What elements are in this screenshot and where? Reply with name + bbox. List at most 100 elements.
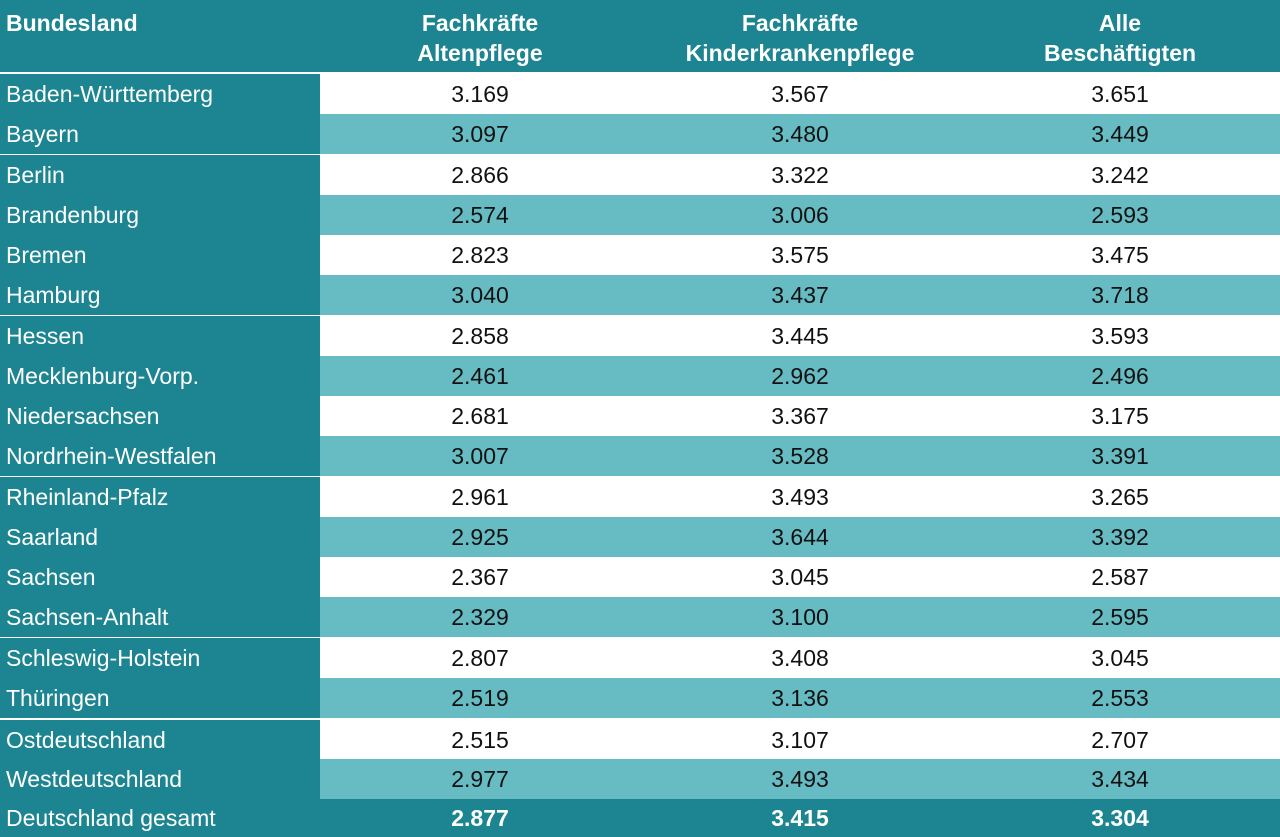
row-label-bundesland: Berlin — [0, 155, 320, 195]
table-row: Westdeutschland 2.977 3.493 3.434 — [0, 759, 1280, 799]
cell-kinderkrankenpflege: 3.437 — [771, 282, 829, 308]
table-row: Thüringen 2.519 3.136 2.553 — [0, 678, 1280, 718]
cell-alle-beschaeftigten: 2.593 — [1091, 202, 1149, 228]
table-row: Nordrhein-Westfalen 3.007 3.528 3.391 — [0, 436, 1280, 476]
cell-alle-beschaeftigten: 3.651 — [1091, 81, 1149, 107]
row-label-bundesland: Bremen — [0, 235, 320, 275]
cell-kinderkrankenpflege: 3.107 — [771, 727, 829, 753]
table-row: Bayern 3.097 3.480 3.449 — [0, 114, 1280, 154]
cell-kinderkrankenpflege: 3.480 — [771, 121, 829, 147]
table-row: Brandenburg 2.574 3.006 2.593 — [0, 195, 1280, 235]
cell-kinderkrankenpflege: 3.322 — [771, 162, 829, 188]
table-row: Hessen 2.858 3.445 3.593 — [0, 316, 1280, 356]
table-row: Baden-Württemberg 3.169 3.567 3.651 — [0, 74, 1280, 114]
row-label-bundesland: Baden-Württemberg — [0, 74, 320, 114]
row-label-bundesland: Sachsen — [0, 557, 320, 597]
row-label-bundesland: Hamburg — [0, 275, 320, 315]
cell-altenpflege: 2.329 — [451, 604, 509, 630]
cell-alle-beschaeftigten: 2.595 — [1091, 604, 1149, 630]
row-label-bundesland: Brandenburg — [0, 195, 320, 235]
table-row: Saarland 2.925 3.644 3.392 — [0, 517, 1280, 557]
cell-alle-beschaeftigten: 2.553 — [1091, 685, 1149, 711]
table-row: Mecklenburg-Vorp. 2.461 2.962 2.496 — [0, 356, 1280, 396]
header-altenpflege: Fachkräfte Altenpflege — [417, 10, 543, 66]
row-label-bundesland: Deutschland gesamt — [0, 799, 320, 837]
cell-kinderkrankenpflege: 3.493 — [771, 484, 829, 510]
table-row: Niedersachsen 2.681 3.367 3.175 — [0, 396, 1280, 436]
cell-alle-beschaeftigten: 3.045 — [1091, 645, 1149, 671]
cell-altenpflege: 3.007 — [451, 443, 509, 469]
cell-altenpflege: 2.961 — [451, 484, 509, 510]
cell-kinderkrankenpflege: 3.006 — [771, 202, 829, 228]
table-row: Hamburg 3.040 3.437 3.718 — [0, 275, 1280, 315]
cell-alle-beschaeftigten: 3.265 — [1091, 484, 1149, 510]
row-label-bundesland: Saarland — [0, 517, 320, 557]
cell-kinderkrankenpflege: 3.567 — [771, 81, 829, 107]
cell-altenpflege: 2.977 — [451, 766, 509, 792]
cell-kinderkrankenpflege: 2.962 — [771, 363, 829, 389]
cell-kinderkrankenpflege: 3.136 — [771, 685, 829, 711]
table-row: Schleswig-Holstein 2.807 3.408 3.045 — [0, 638, 1280, 678]
cell-kinderkrankenpflege: 3.045 — [771, 564, 829, 590]
cell-altenpflege: 2.823 — [451, 242, 509, 268]
row-label-bundesland: Mecklenburg-Vorp. — [0, 356, 320, 396]
cell-kinderkrankenpflege: 3.408 — [771, 645, 829, 671]
row-label-bundesland: Schleswig-Holstein — [0, 638, 320, 678]
cell-altenpflege: 2.925 — [451, 524, 509, 550]
row-label-bundesland: Ostdeutschland — [0, 720, 320, 760]
cell-kinderkrankenpflege: 3.445 — [771, 323, 829, 349]
row-label-bundesland: Rheinland-Pfalz — [0, 477, 320, 517]
cell-altenpflege: 2.866 — [451, 162, 509, 188]
cell-altenpflege: 2.367 — [451, 564, 509, 590]
header-bundesland: Bundesland — [6, 10, 138, 36]
total-row: Deutschland gesamt 2.877 3.415 3.304 — [0, 799, 1280, 837]
header-kinderkrankenpflege: Fachkräfte Kinderkrankenpflege — [685, 10, 915, 66]
cell-alle-beschaeftigten: 3.475 — [1091, 242, 1149, 268]
cell-alle-beschaeftigten: 3.304 — [1091, 805, 1149, 831]
cell-altenpflege: 2.461 — [451, 363, 509, 389]
cell-altenpflege: 2.681 — [451, 403, 509, 429]
cell-alle-beschaeftigten: 3.434 — [1091, 766, 1149, 792]
cell-altenpflege: 3.169 — [451, 81, 509, 107]
cell-kinderkrankenpflege: 3.644 — [771, 524, 829, 550]
cell-alle-beschaeftigten: 3.449 — [1091, 121, 1149, 147]
cell-altenpflege: 3.040 — [451, 282, 509, 308]
header-alle-beschaeftigten: Alle Beschäftigten — [1043, 10, 1197, 66]
cell-altenpflege: 2.574 — [451, 202, 509, 228]
cell-alle-beschaeftigten: 3.242 — [1091, 162, 1149, 188]
table-row: Sachsen 2.367 3.045 2.587 — [0, 557, 1280, 597]
cell-kinderkrankenpflege: 3.367 — [771, 403, 829, 429]
cell-alle-beschaeftigten: 3.392 — [1091, 524, 1149, 550]
cell-kinderkrankenpflege: 3.100 — [771, 604, 829, 630]
row-label-bundesland: Nordrhein-Westfalen — [0, 436, 320, 476]
cell-alle-beschaeftigten: 3.593 — [1091, 323, 1149, 349]
cell-altenpflege: 2.519 — [451, 685, 509, 711]
table-row: Ostdeutschland 2.515 3.107 2.707 — [0, 720, 1280, 760]
row-label-bundesland: Hessen — [0, 316, 320, 356]
row-label-bundesland: Westdeutschland — [0, 759, 320, 799]
cell-altenpflege: 2.515 — [451, 727, 509, 753]
cell-alle-beschaeftigten: 2.707 — [1091, 727, 1149, 753]
cell-kinderkrankenpflege: 3.415 — [771, 805, 829, 831]
row-label-bundesland: Niedersachsen — [0, 396, 320, 436]
cell-alle-beschaeftigten: 3.718 — [1091, 282, 1149, 308]
row-label-bundesland: Bayern — [0, 114, 320, 154]
cell-alle-beschaeftigten: 2.587 — [1091, 564, 1149, 590]
table-row: Sachsen-Anhalt 2.329 3.100 2.595 — [0, 597, 1280, 637]
row-label-bundesland: Thüringen — [0, 678, 320, 718]
cell-alle-beschaeftigten: 3.391 — [1091, 443, 1149, 469]
cell-alle-beschaeftigten: 2.496 — [1091, 363, 1149, 389]
cell-kinderkrankenpflege: 3.528 — [771, 443, 829, 469]
cell-kinderkrankenpflege: 3.493 — [771, 766, 829, 792]
cell-altenpflege: 2.858 — [451, 323, 509, 349]
cell-altenpflege: 2.807 — [451, 645, 509, 671]
table-row: Bremen 2.823 3.575 3.475 — [0, 235, 1280, 275]
cell-alle-beschaeftigten: 3.175 — [1091, 403, 1149, 429]
table-row: Rheinland-Pfalz 2.961 3.493 3.265 — [0, 477, 1280, 517]
cell-altenpflege: 2.877 — [451, 805, 509, 831]
cell-altenpflege: 3.097 — [451, 121, 509, 147]
row-label-bundesland: Sachsen-Anhalt — [0, 597, 320, 637]
cell-kinderkrankenpflege: 3.575 — [771, 242, 829, 268]
table-row: Berlin 2.866 3.322 3.242 — [0, 155, 1280, 195]
